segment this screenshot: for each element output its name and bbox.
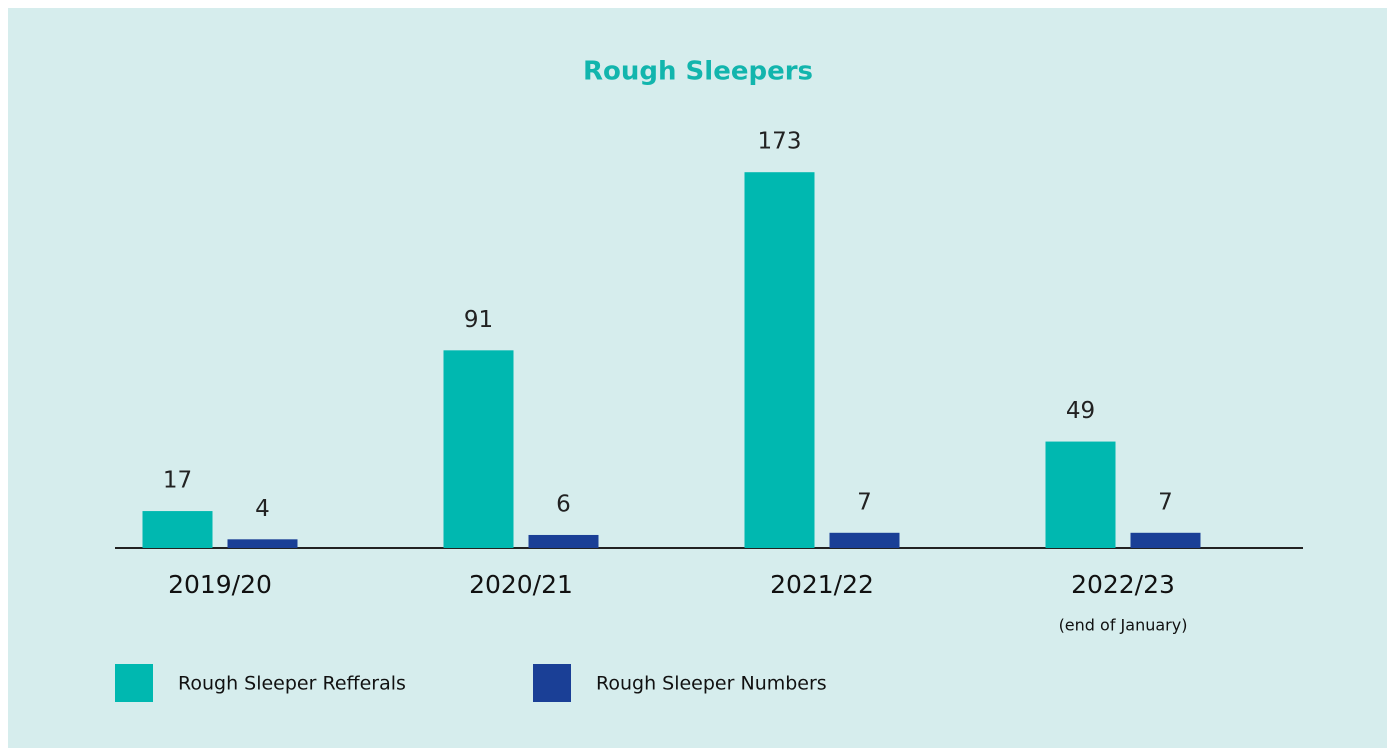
- value-label: 7: [1158, 489, 1173, 515]
- value-label: 6: [556, 491, 571, 517]
- value-label: 7: [857, 489, 872, 515]
- x-tick-label: 2019/20: [168, 570, 272, 599]
- x-tick-label: 2021/22: [770, 570, 874, 599]
- value-label: 4: [255, 496, 270, 522]
- bar: [829, 532, 900, 548]
- bar: [744, 172, 815, 548]
- value-label: 49: [1066, 398, 1095, 424]
- legend-swatch: [115, 664, 153, 702]
- legend-label: Rough Sleeper Numbers: [596, 673, 827, 695]
- legend-swatch: [533, 664, 571, 702]
- value-label: 17: [163, 468, 192, 494]
- x-tick-label: 2020/21: [469, 570, 573, 599]
- value-label: 91: [464, 307, 493, 333]
- annotation: (end of January): [1059, 616, 1188, 635]
- bar: [1045, 441, 1116, 548]
- bar: [1130, 532, 1201, 548]
- legend-label: Rough Sleeper Refferals: [178, 673, 406, 695]
- bar: [142, 511, 213, 548]
- bar: [227, 539, 298, 548]
- bar: [528, 534, 599, 548]
- x-tick-label: 2022/23: [1071, 570, 1175, 599]
- bar: [443, 350, 514, 548]
- chart-title: Rough Sleepers: [583, 57, 813, 87]
- value-label: 173: [758, 129, 802, 155]
- panel: [8, 8, 1387, 748]
